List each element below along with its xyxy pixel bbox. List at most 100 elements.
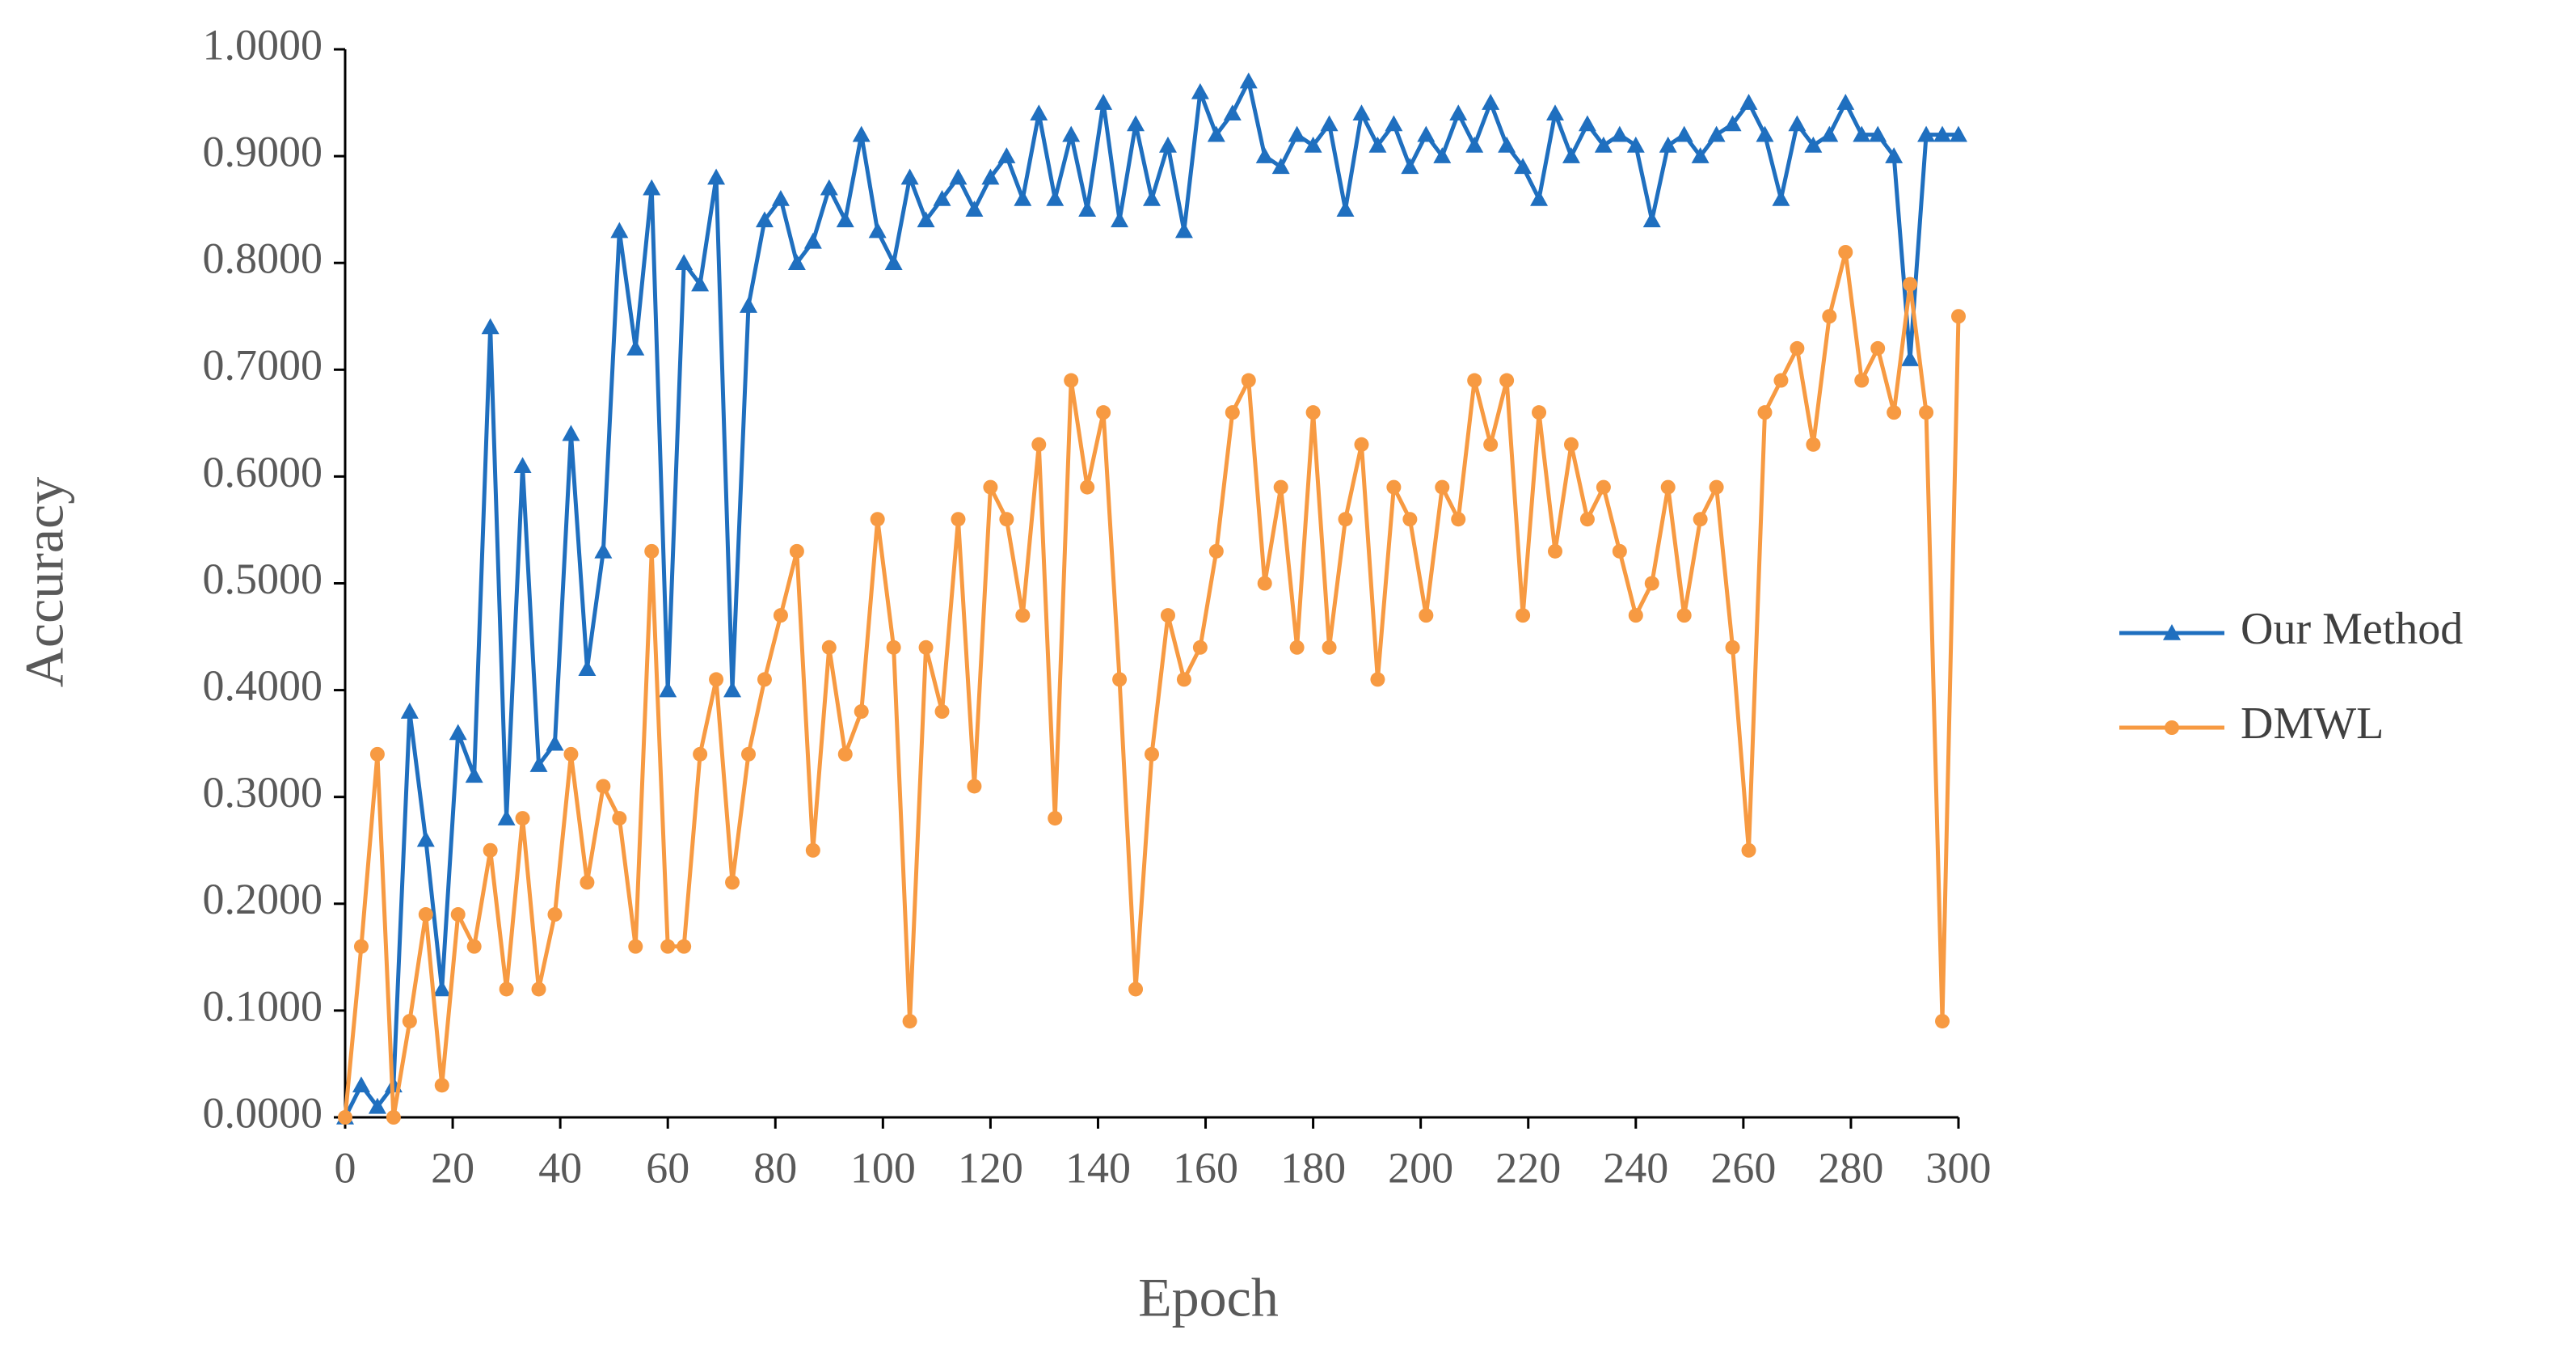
data-point [1354,437,1369,452]
data-point [644,543,660,559]
data-point [418,907,433,922]
data-point [1693,512,1708,527]
data-point [1548,543,1562,559]
data-point [755,211,774,228]
data-point [580,875,595,890]
x-tick-label: 300 [1926,1143,1992,1192]
data-point [1208,543,1224,559]
x-tick-label: 120 [958,1143,1023,1192]
data-point [660,939,676,954]
data-point [1562,147,1580,163]
data-point [1675,125,1693,142]
data-point [434,1078,449,1093]
y-axis-title: Accuracy [14,477,75,687]
data-point [547,907,563,922]
x-tick-label: 240 [1603,1143,1668,1192]
data-point [432,980,451,997]
data-point [1207,125,1225,142]
data-point [1820,125,1839,142]
data-point [612,811,627,826]
data-point [1628,608,1643,623]
data-point [1401,158,1419,175]
data-point [1386,479,1402,495]
series-line [343,79,1958,1119]
data-point [466,939,482,954]
data-point [870,512,885,527]
data-point [709,672,724,687]
data-point [725,875,740,890]
data-point [1305,405,1321,420]
data-point [1903,277,1918,292]
data-point [529,756,548,772]
data-point [1257,576,1272,591]
data-point [965,201,984,217]
data-point [353,939,369,954]
data-point [852,125,871,142]
y-tick-label: 0.5000 [203,555,323,603]
data-point [596,779,611,794]
data-point [483,842,498,858]
data-point [1790,340,1805,356]
data-point [465,766,483,783]
data-point [626,339,645,356]
data-point [531,982,546,997]
data-point [1433,147,1452,163]
data-point [771,189,790,206]
data-point [1451,512,1466,527]
data-point [449,724,467,741]
data-point [1015,608,1031,623]
legend-label: DMWL [2241,699,2384,749]
data-point [1676,608,1692,623]
data-point [918,640,934,655]
data-point [677,939,692,954]
data-point [1836,94,1855,110]
data-point [1241,373,1256,388]
data-point [1514,158,1533,175]
data-point [1435,479,1450,495]
data-point [368,1097,386,1114]
x-tick-label: 200 [1388,1143,1453,1192]
data-point [1483,437,1499,452]
data-point [1078,201,1097,217]
data-point [1402,512,1418,527]
data-point [723,681,742,698]
data-point [1822,309,1837,324]
data-point [1612,543,1627,559]
data-point [400,703,419,719]
x-tick-label: 260 [1710,1143,1776,1192]
data-point [789,543,804,559]
data-point [1192,640,1208,655]
data-point [1935,1014,1950,1029]
x-tick-label: 140 [1065,1143,1131,1192]
data-point [1854,373,1870,388]
x-tick-label: 180 [1280,1143,1346,1192]
data-point [1223,104,1242,121]
data-point [836,211,854,228]
data-point [1919,405,1934,420]
data-point [1885,147,1904,163]
data-point [369,746,385,762]
data-point [416,830,435,847]
data-point [1516,608,1531,623]
data-point [1725,640,1740,655]
data-point [1030,104,1048,121]
x-tick-label: 60 [646,1143,689,1192]
data-point [1014,189,1032,206]
data-point [1917,125,1936,142]
y-tick-label: 0.8000 [203,234,323,283]
data-point [659,681,677,698]
data-point [386,1110,401,1125]
data-point [1112,672,1128,687]
data-point [1143,189,1161,206]
data-point [1532,405,1547,420]
data-point [594,542,613,559]
data-point [1659,136,1677,153]
data-point [1578,115,1596,132]
data-point [1788,115,1807,132]
data-point [1239,72,1258,89]
data-point [1062,125,1081,142]
data-point [1838,244,1853,260]
data-point [1094,94,1113,110]
